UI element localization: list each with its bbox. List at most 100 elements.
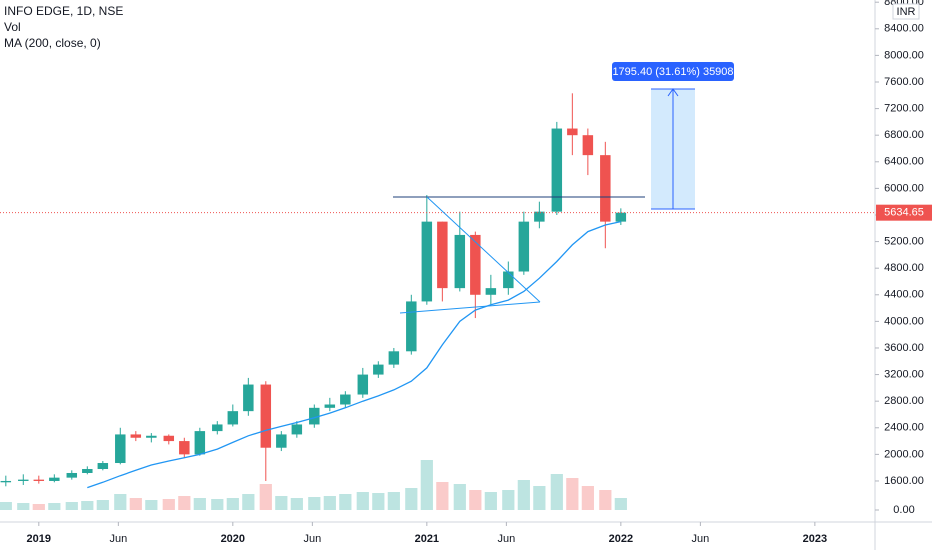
x-tick-label: 2020: [221, 533, 245, 545]
y-tick-label: 8000.00: [884, 49, 924, 61]
candle-body: [600, 155, 611, 222]
candle-body: [243, 384, 254, 412]
y-tick-label: 6800.00: [884, 129, 924, 141]
chart-title: INFO EDGE, 1D, NSE: [4, 4, 123, 18]
volume-bar: [614, 498, 627, 510]
candle-body: [324, 404, 336, 408]
y-tick-label: 3600.00: [884, 342, 924, 354]
volume-bar: [145, 500, 158, 510]
currency-box: [892, 3, 920, 20]
volume-bar: [533, 486, 546, 510]
last-price-label: 5634.65: [884, 207, 924, 219]
ma-line: [87, 220, 621, 489]
volume-bar: [129, 498, 142, 510]
candle-body: [227, 411, 239, 425]
candle-body: [212, 424, 223, 432]
candle-body: [0, 480, 12, 483]
volume-bar: [226, 498, 239, 510]
measure-label-box: [612, 62, 734, 81]
volume-bar: [469, 490, 482, 510]
candle-body: [357, 374, 369, 395]
candle-body: [146, 435, 157, 438]
volume-bar: [405, 488, 418, 510]
volume-bar: [0, 502, 12, 510]
volume-bar: [96, 500, 109, 510]
volume-bar: [308, 497, 321, 510]
y-tick-label: 4000.00: [884, 315, 924, 327]
candle-body: [503, 271, 514, 289]
candle-body: [485, 288, 497, 295]
volume-bar: [178, 496, 191, 510]
volume-bar: [566, 478, 579, 510]
volume-bar: [114, 494, 127, 510]
volume-bar: [517, 480, 530, 510]
candle-body: [49, 477, 60, 481]
candle-body: [179, 441, 190, 455]
x-tick-label: Jun: [692, 533, 710, 545]
candle-body: [373, 364, 384, 375]
volume-bar: [420, 460, 433, 510]
volume-bar: [323, 496, 336, 510]
y-tick-label: 2000.00: [884, 448, 924, 460]
x-tick-label: 2023: [803, 533, 827, 545]
measure-label: 1795.40 (31.61%) 35908: [612, 66, 733, 78]
measure-arrowhead: [667, 88, 679, 97]
candle-body: [421, 221, 433, 302]
volume-bar: [436, 482, 449, 510]
candle-body: [567, 128, 578, 136]
trend-line: [399, 301, 541, 314]
currency: INR: [897, 6, 916, 18]
y-tick-label: 4400.00: [884, 289, 924, 301]
candle-body: [33, 479, 45, 481]
y-tick-label: 7200.00: [884, 102, 924, 114]
candle-body: [454, 234, 466, 289]
candle-body: [66, 472, 78, 478]
y-tick-label: 4800.00: [884, 262, 924, 274]
candle-body: [130, 434, 142, 438]
volume-bar: [290, 498, 303, 510]
plot-area: [0, 93, 875, 510]
candle-body: [534, 211, 545, 222]
candle-body: [582, 135, 594, 156]
y-tick-label: 2800.00: [884, 395, 924, 407]
volume-bar: [32, 504, 45, 510]
volume-bar: [356, 492, 369, 510]
volume-bar: [259, 484, 272, 510]
volume-bar: [502, 490, 515, 510]
candle-body: [18, 479, 29, 481]
y-tick-label: 5200.00: [884, 235, 924, 247]
legend-volume: Vol: [4, 20, 21, 34]
volume-bar: [211, 499, 224, 510]
candle-body: [194, 431, 206, 455]
volume-bar: [17, 503, 30, 510]
candle-body: [82, 469, 93, 473]
volume-bar: [372, 493, 385, 510]
x-tick-label: Jun: [303, 533, 321, 545]
x-tick-label: 2021: [415, 533, 439, 545]
candle-body: [97, 463, 109, 470]
trend-line: [426, 196, 541, 303]
x-tick-label: Jun: [497, 533, 515, 545]
volume-bar: [162, 499, 175, 510]
y-tick-label: 6400.00: [884, 156, 924, 168]
candle-body: [470, 234, 481, 295]
last-price-box: [876, 204, 932, 221]
x-tick-label: 2019: [27, 533, 51, 545]
candle-body: [340, 394, 351, 405]
y2-tick-label: 0.00: [893, 504, 914, 516]
y-tick-label: 6000.00: [884, 182, 924, 194]
y-tick-label: 7600.00: [884, 76, 924, 88]
candle-body: [551, 128, 563, 212]
candle-body: [615, 212, 627, 222]
candle-body: [260, 384, 272, 448]
volume-bar: [387, 492, 400, 510]
volume-bar: [581, 486, 594, 510]
volume-bar: [550, 474, 563, 510]
x-tick-label: Jun: [109, 533, 127, 545]
volume-bar: [339, 494, 352, 510]
y-tick-label: 1600.00: [884, 475, 924, 487]
volume-bar: [484, 492, 497, 510]
x-tick-label: 2022: [609, 533, 633, 545]
